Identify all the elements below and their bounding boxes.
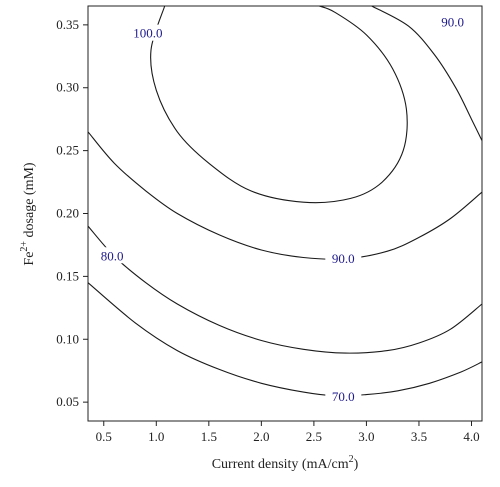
x-tick-label: 0.5: [96, 429, 112, 444]
x-tick-label: 1.5: [201, 429, 217, 444]
contour-line-2: [87, 131, 483, 260]
y-tick-label: 0.25: [56, 143, 79, 158]
y-tick-label: 0.35: [56, 17, 79, 32]
x-tick-label: 3.5: [411, 429, 427, 444]
contour-line-3: [371, 5, 483, 141]
contour-labels: 70.0 80.0 90.0 90.0 100.0: [94, 13, 471, 405]
x-tick-label: 3.0: [358, 429, 374, 444]
contour-label-bg: [434, 13, 471, 30]
contour-label-bg: [94, 247, 131, 264]
y-tick-label: 0.15: [56, 268, 79, 283]
x-tick-label: 4.0: [463, 429, 479, 444]
contour-label-bg: [325, 388, 362, 405]
contour-lines: [87, 5, 483, 397]
contour-line-1: [87, 225, 483, 354]
contour-label: 90.0: [332, 251, 355, 266]
plot-area: [87, 5, 483, 422]
y-tick-label: 0.30: [56, 80, 79, 95]
x-tick-label: 2.0: [253, 429, 269, 444]
y-axis-ticks: 0.05 0.10 0.15 0.20 0.25 0.30 0.35: [56, 17, 88, 409]
contour-line-0: [87, 282, 483, 397]
y-tick-label: 0.10: [56, 331, 79, 346]
contour-label-bg: [325, 249, 362, 266]
y-tick-label: 0.20: [56, 206, 79, 221]
x-axis-ticks: 0.5 1.0 1.5 2.0 2.5 3.0 3.5 4.0: [96, 421, 480, 444]
y-tick-label: 0.05: [56, 394, 79, 409]
contour-label: 90.0: [441, 14, 464, 29]
contour-line-4: [150, 5, 408, 204]
y-axis-title: Fe2+ dosage (mM): [19, 162, 37, 266]
x-axis-title: Current density (mA/cm2): [212, 454, 359, 472]
contour-label: 70.0: [332, 389, 355, 404]
contour-label: 100.0: [133, 26, 162, 41]
x-tick-label: 1.0: [148, 429, 164, 444]
contour-label: 80.0: [101, 248, 124, 263]
x-tick-label: 2.5: [306, 429, 322, 444]
contour-label-bg: [129, 24, 166, 41]
